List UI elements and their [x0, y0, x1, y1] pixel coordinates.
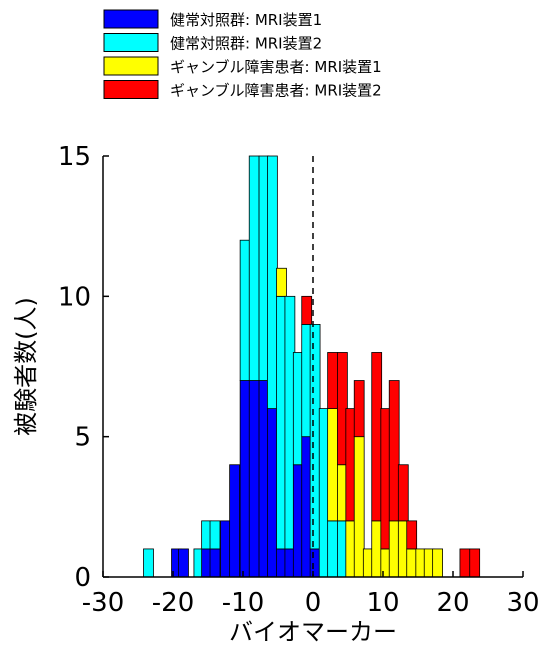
- legend-swatch-1: [103, 9, 159, 29]
- legend-swatch-3: [103, 56, 159, 76]
- bar-segment-4: [371, 352, 383, 522]
- bar-segment-3: [371, 520, 383, 578]
- legend-label-3: ギャンブル障害患者: MRI装置1: [170, 58, 382, 76]
- x-tick-label: 30: [506, 588, 539, 618]
- bar-segment-1: [248, 380, 260, 578]
- y-tick-label: 10: [58, 282, 91, 312]
- bar-segment-4: [469, 548, 481, 578]
- x-tick-label: -30: [82, 588, 124, 618]
- bar-segment-1: [209, 548, 221, 578]
- bars-group: [143, 155, 481, 578]
- bar-segment-4: [397, 464, 409, 522]
- bar-segment-3: [327, 408, 338, 522]
- x-tick-label: 0: [305, 588, 322, 618]
- y-axis-ticks: 0 5 10 15: [58, 142, 109, 593]
- bar-segment-1: [229, 464, 240, 578]
- bar-segment-3: [388, 520, 400, 578]
- bar-segment-1: [178, 548, 189, 578]
- bar-segment-4: [327, 352, 338, 410]
- bar-segment-2: [309, 323, 321, 550]
- x-axis-title: バイオマーカー: [229, 618, 397, 646]
- bar-segment-1: [309, 548, 321, 578]
- bar-segment-1: [220, 520, 231, 578]
- y-tick-label: 5: [74, 423, 91, 453]
- x-tick-label: 10: [366, 588, 399, 618]
- x-axis-ticks: -30 -20 -10 0 10 20 30: [82, 571, 540, 618]
- bar-segment-1: [239, 380, 251, 578]
- x-tick-label: -10: [222, 588, 264, 618]
- y-axis-title: 被験者数(人): [12, 297, 40, 436]
- y-tick-label: 0: [74, 563, 91, 593]
- bar-segment-3: [406, 548, 418, 578]
- legend-label-4: ギャンブル障害患者: MRI装置2: [170, 82, 382, 100]
- bar-segment-2: [209, 520, 221, 550]
- bar-segment-4: [353, 380, 365, 438]
- legend-swatch-2: [103, 33, 159, 52]
- legend: 健常対照群: MRI装置1 健常対照群: MRI装置2 ギャンブル障害患者: MRI…: [103, 9, 382, 100]
- bar-segment-2: [143, 548, 154, 578]
- bar-segment-2: [327, 520, 338, 578]
- bar-segment-4: [388, 380, 400, 522]
- bar-segment-3: [353, 436, 365, 578]
- bar-segment-4: [406, 520, 418, 550]
- bar-segment-1: [267, 408, 278, 578]
- bar-segment-4: [459, 548, 471, 578]
- y-tick-label: 15: [58, 142, 91, 172]
- legend-label-2: 健常対照群: MRI装置2: [170, 35, 322, 53]
- bar-segment-4: [301, 295, 313, 325]
- bar-segment-2: [267, 155, 278, 410]
- legend-swatch-4: [103, 80, 159, 99]
- legend-label-1: 健常対照群: MRI装置1: [170, 11, 322, 29]
- bar-segment-2: [248, 155, 260, 381]
- bar-segment-3: [432, 548, 443, 578]
- bar-segment-2: [239, 239, 251, 381]
- x-tick-label: -20: [152, 588, 194, 618]
- bar-segment-3: [276, 267, 287, 297]
- x-tick-label: 20: [436, 588, 469, 618]
